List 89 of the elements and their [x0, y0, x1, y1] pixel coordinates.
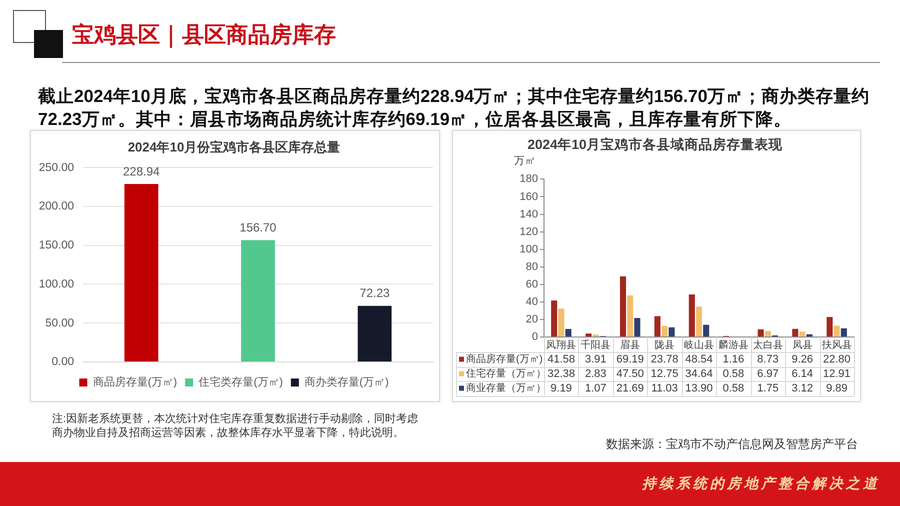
bar — [654, 316, 660, 336]
bar — [662, 326, 668, 336]
x-tick-label: 千阳县 — [580, 338, 611, 351]
y-axis-title: 万㎡ — [514, 155, 536, 168]
bar — [688, 294, 695, 336]
y-tick-label: 100.00 — [38, 278, 74, 290]
y-tick-label: 40 — [526, 296, 538, 308]
text: 持续系统的房地产整合解决之道 — [641, 474, 880, 492]
x-tick-label: 扶风县 — [820, 338, 852, 351]
data-label: 11.03 — [651, 382, 678, 394]
data-label: 0.58 — [722, 368, 744, 380]
bar — [840, 328, 847, 336]
bar — [826, 317, 833, 336]
bar — [703, 324, 710, 336]
y-tick-label: 140 — [520, 208, 538, 220]
y-tick-label: 250.00 — [38, 162, 74, 174]
x-tick-label: 凤翔县 — [546, 338, 576, 351]
y-tick-label: 20 — [526, 314, 538, 326]
data-label: 21.69 — [616, 382, 644, 394]
data-label: 8.73 — [757, 353, 779, 366]
bar — [668, 327, 675, 336]
x-tick-label: 太白县 — [752, 338, 783, 351]
text: 宝鸡县区｜县区商品房库存 — [72, 21, 336, 50]
data-label: 23.78 — [650, 353, 678, 366]
x-tick-label: 眉县 — [620, 340, 640, 351]
y-tick-label: 80 — [526, 260, 538, 273]
y-tick-label: 120 — [520, 226, 538, 238]
y-tick-label: 0.00 — [52, 356, 74, 368]
bar — [620, 276, 626, 336]
data-label: 6.97 — [757, 368, 779, 380]
text: 截止2024年10月底，宝鸡市各县区商品房存量约228.94万㎡；其中住宅存量约156.70万㎡；商办类存量约72.23万㎡。其中：眉县市场商品房统计库存约69.19㎡，位居各县区最高，且库存量有所下降。 — [38, 85, 870, 131]
y-tick-label: 150.00 — [38, 240, 74, 252]
x-tick-label: 凤县 — [792, 340, 812, 351]
y-tick-label: 0 — [532, 331, 538, 344]
data-label: 228.94 — [122, 164, 160, 178]
data-label: 12.91 — [823, 368, 851, 380]
legend-label: 商品房存量(万㎡) — [466, 353, 543, 365]
data-label: 72.23 — [360, 286, 390, 300]
x-tick-label: 岐山县 — [684, 338, 714, 351]
y-tick-label: 60 — [526, 278, 538, 290]
text: 注:因新老系统更替，本次统计对住宅库存重复数据进行手动剔除，同时考虑商办物业自持及招商运营等因素，故整体库存水平显著下降，特此说明。 — [52, 412, 420, 441]
data-label: 9.19 — [550, 382, 572, 394]
data-label: 156.70 — [240, 220, 277, 234]
y-tick-label: 50.00 — [45, 317, 74, 330]
data-label: 6.14 — [792, 368, 814, 380]
data-label: 1.75 — [757, 382, 779, 394]
legend-label: 商业存量（万㎡） — [466, 382, 546, 394]
bar — [764, 330, 771, 336]
chart-title: 2024年10月宝鸡市各县域商品房存量表现 — [527, 136, 784, 152]
bar — [551, 300, 558, 336]
bar — [586, 334, 592, 336]
data-label: 0.58 — [722, 382, 744, 394]
bar — [634, 318, 640, 336]
bar — [799, 332, 806, 336]
bar — [792, 328, 798, 336]
data-label: 9.89 — [826, 382, 848, 394]
bar — [565, 328, 572, 336]
x-tick-label: 麟游县 — [718, 338, 748, 351]
chart-title: 2024年10月份宝鸡市各县区库存总量 — [128, 139, 340, 154]
legend-label: 商品房存量(万㎡) — [92, 376, 178, 389]
y-tick-label: 200.00 — [38, 200, 74, 213]
data-label: 22.80 — [823, 353, 851, 366]
bar — [627, 295, 634, 336]
source-note: 数据来源：宝鸡市不动产信息网及智慧房产平台 — [605, 437, 858, 453]
legend-label: 住宅存量（万㎡） — [466, 368, 546, 380]
bar — [834, 326, 840, 336]
legend-label: 商办类存量(万㎡) — [304, 376, 389, 389]
legend-label: 住宅类存量(万㎡) — [198, 376, 283, 389]
data-label: 47.50 — [616, 368, 644, 380]
data-label: 2.83 — [584, 368, 606, 380]
data-label: 1.07 — [584, 382, 606, 394]
data-label: 3.12 — [792, 382, 814, 394]
data-label: 41.58 — [547, 353, 575, 366]
bar — [558, 308, 564, 336]
data-label: 3.91 — [584, 353, 606, 366]
bar — [758, 329, 764, 336]
data-label: 48.54 — [685, 353, 713, 366]
bar — [696, 306, 702, 336]
y-tick-label: 180 — [520, 173, 538, 186]
data-label: 13.90 — [685, 382, 713, 394]
data-label: 32.38 — [547, 368, 575, 380]
data-label: 12.75 — [650, 368, 678, 380]
data-label: 1.16 — [722, 353, 744, 366]
data-label: 69.19 — [616, 353, 644, 366]
data-label: 9.26 — [792, 353, 814, 366]
y-tick-label: 160 — [520, 190, 538, 203]
y-tick-label: 100 — [520, 243, 538, 256]
data-label: 34.64 — [685, 368, 713, 380]
x-tick-label: 陇县 — [654, 340, 675, 351]
